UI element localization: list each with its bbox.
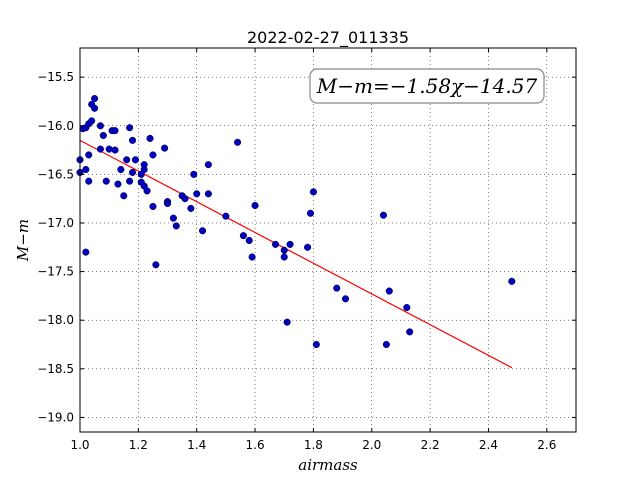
data-point (169, 214, 177, 222)
data-point (88, 117, 96, 125)
data-point (128, 136, 137, 144)
data-point (114, 180, 122, 188)
data-point (111, 127, 119, 135)
data-point (286, 240, 294, 248)
data-point (234, 138, 242, 146)
data-point (149, 202, 157, 211)
chart-title: 2022-02-27_011335 (247, 28, 409, 48)
data-point (102, 177, 110, 185)
data-point (111, 146, 119, 154)
data-point (85, 151, 93, 159)
x-tick-label: 2.0 (362, 438, 381, 452)
x-tick-label: 2.2 (421, 438, 440, 452)
data-point (161, 144, 169, 152)
data-point (251, 201, 259, 210)
data-point (105, 145, 113, 153)
data-point (406, 328, 414, 336)
data-point (312, 340, 320, 349)
data-point (96, 145, 104, 153)
x-tick-label: 2.4 (479, 438, 498, 452)
annotation-box (309, 68, 545, 104)
x-tick-label: 1.8 (304, 438, 323, 452)
data-point (99, 131, 107, 140)
fit-annotation: M−m=−1.58χ−14.57 (309, 68, 545, 104)
data-point (82, 248, 90, 256)
data-point (149, 151, 157, 159)
data-point (126, 124, 134, 132)
data-point (187, 204, 195, 212)
x-tick-label: 2.6 (537, 438, 556, 452)
data-point (131, 156, 139, 164)
grid (79, 48, 576, 432)
y-tick-label: −17.0 (37, 216, 74, 230)
y-axis-label: M−m (14, 219, 32, 262)
data-point (146, 134, 154, 142)
data-point (126, 177, 134, 185)
data-point (382, 340, 390, 349)
data-point (123, 156, 131, 164)
data-point (128, 168, 137, 176)
data-point (222, 212, 230, 220)
data-point (280, 253, 288, 261)
data-point (204, 161, 212, 169)
data-point (204, 190, 212, 198)
y-tick-label: −15.5 (37, 70, 74, 84)
x-tick-label: 1.4 (187, 438, 206, 452)
data-points (76, 95, 516, 349)
fit-line-layer (79, 139, 513, 369)
plot-frame (79, 47, 577, 433)
data-point (198, 227, 207, 235)
x-tick-label: 1.2 (129, 438, 148, 452)
y-tick-label: −19.0 (37, 410, 74, 424)
x-tick-label: 1.6 (246, 438, 265, 452)
data-point (152, 261, 160, 269)
x-tick-label: 1.0 (70, 438, 89, 452)
data-point (508, 277, 516, 285)
data-point (309, 188, 317, 196)
data-point (304, 243, 312, 251)
data-point (91, 95, 99, 103)
data-point (91, 104, 99, 112)
fit-line (79, 139, 513, 369)
data-point (190, 170, 198, 178)
y-tick-label: −17.5 (37, 265, 74, 279)
annotation-text: M−m=−1.58χ−14.57 (316, 74, 538, 98)
data-point (163, 199, 172, 208)
data-point (140, 161, 148, 169)
data-point (143, 187, 151, 195)
data-point (193, 190, 201, 198)
data-point (280, 246, 288, 254)
data-point (248, 253, 256, 261)
axis-ticks (79, 48, 576, 432)
data-point (85, 177, 93, 185)
data-point (96, 122, 104, 130)
data-point (239, 232, 247, 240)
y-tick-label: −16.5 (37, 167, 74, 181)
data-point (245, 236, 253, 245)
data-point (181, 195, 189, 203)
x-axis-label: airmass (298, 456, 358, 474)
data-point (172, 222, 180, 230)
data-point (120, 192, 128, 200)
data-point (283, 318, 291, 326)
y-tick-label: −18.5 (37, 362, 74, 376)
y-tick-label: −16.0 (37, 119, 74, 133)
y-tick-label: −18.0 (37, 313, 74, 327)
data-point (271, 240, 280, 248)
data-point (306, 209, 315, 217)
data-point (333, 284, 341, 292)
data-point (82, 165, 90, 174)
data-point (385, 287, 393, 295)
data-point (403, 304, 411, 312)
tick-labels: 1.0 1.2 1.4 1.6 1.8 2.0 2.2 2.4 2.6 −15.5 −16.0 −16… (37, 70, 556, 452)
data-point (117, 165, 125, 174)
data-point (341, 295, 350, 303)
data-point (379, 211, 387, 219)
